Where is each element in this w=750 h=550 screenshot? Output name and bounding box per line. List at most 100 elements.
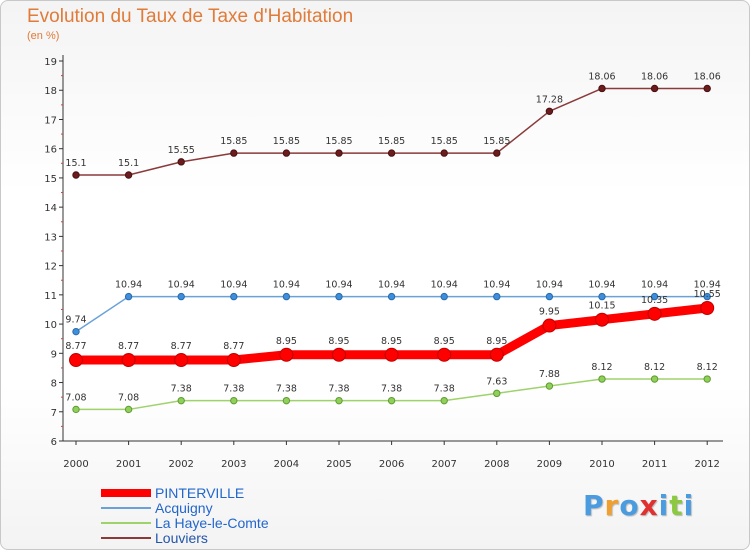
data-label: 7.08 — [65, 392, 86, 403]
y-tick-label: 16 — [44, 145, 57, 156]
logo-letter: t — [669, 489, 684, 522]
series-line — [76, 87, 708, 176]
data-label: 8.95 — [276, 336, 297, 347]
data-point — [440, 292, 448, 301]
x-tick-label: 2000 — [63, 459, 88, 470]
y-tick-label: 13 — [44, 232, 57, 243]
data-label: 8.12 — [591, 362, 612, 373]
legend-label: Louviers — [155, 530, 208, 546]
legend-item-louviers: Louviers — [101, 530, 208, 546]
data-point — [440, 396, 448, 405]
series-acquigny: 9.74 10.94 10.94 10.94 10.94 10.94 10.94 10.94 1… — [65, 280, 721, 336]
proxiti-logo: Proxiti — [583, 489, 694, 522]
data-point — [335, 396, 343, 405]
y-tick-label: 19 — [44, 57, 57, 68]
data-point — [230, 292, 238, 301]
data-point — [121, 353, 136, 368]
x-tick-label: 2007 — [431, 459, 456, 470]
data-label: 10.94 — [325, 280, 352, 291]
x-tick-label: 2003 — [221, 459, 246, 470]
data-point — [177, 292, 185, 301]
data-label: 18.06 — [588, 71, 615, 82]
x-tick-label: 2011 — [642, 459, 667, 470]
data-point — [124, 171, 133, 179]
legend-label: La Haye-le-Comte — [155, 515, 269, 531]
data-point — [650, 84, 659, 93]
data-label: 18.06 — [641, 71, 668, 82]
logo-letter: i — [683, 489, 695, 522]
data-point — [282, 292, 291, 301]
x-tick-label: 2009 — [537, 459, 562, 470]
data-label: 8.77 — [118, 341, 139, 352]
data-label: 15.85 — [220, 136, 247, 147]
data-point — [335, 149, 343, 157]
data-point — [703, 84, 711, 93]
data-point — [545, 107, 554, 115]
legend-label: PINTERVILLE — [155, 485, 244, 501]
data-point — [700, 301, 715, 315]
logo-letter: o — [619, 489, 640, 522]
x-tick-label: 2002 — [168, 459, 193, 470]
y-tick-label: 8 — [51, 379, 57, 390]
y-tick-label: 14 — [44, 203, 57, 214]
legend-label: Acquigny — [155, 500, 213, 516]
data-point — [703, 375, 711, 383]
data-label: 8.77 — [223, 341, 244, 352]
data-point — [177, 396, 185, 405]
data-label: 7.88 — [539, 369, 560, 380]
data-label: 10.15 — [588, 301, 615, 312]
data-label: 15.85 — [483, 136, 510, 147]
series-pinterville: 8.77 8.77 8.77 8.77 8.95 8.95 8.95 8.95 8.95 9.95… — [65, 289, 721, 368]
data-point — [598, 84, 606, 93]
data-label: 10.94 — [431, 280, 458, 291]
data-point — [72, 327, 80, 336]
data-point — [437, 347, 452, 362]
data-point — [440, 149, 448, 157]
data-point — [493, 149, 501, 157]
data-label: 8.95 — [328, 336, 349, 347]
x-tick-label: 2006 — [379, 459, 404, 470]
data-label: 7.63 — [486, 376, 507, 387]
logo-letter: r — [604, 489, 620, 522]
data-label: 10.94 — [483, 280, 510, 291]
data-label: 8.77 — [171, 341, 192, 352]
data-point — [72, 405, 80, 414]
y-tick-label: 18 — [44, 86, 57, 97]
data-point — [545, 292, 554, 301]
data-label: 15.85 — [378, 136, 405, 147]
data-point — [598, 292, 606, 301]
data-label: 7.38 — [434, 384, 455, 395]
legend-item-pinterville: PINTERVILLE — [101, 485, 244, 501]
data-label: 10.94 — [588, 280, 615, 291]
data-label: 7.38 — [328, 384, 349, 395]
data-point — [489, 347, 504, 362]
logo-letter: P — [583, 489, 605, 522]
x-tick-label: 2005 — [326, 459, 351, 470]
data-label: 8.12 — [697, 362, 718, 373]
data-label: 9.74 — [65, 315, 86, 326]
data-point — [545, 382, 554, 390]
data-label: 17.28 — [536, 94, 563, 105]
data-label: 15.55 — [168, 145, 195, 156]
data-point — [647, 306, 662, 321]
data-point — [226, 353, 241, 368]
data-point — [282, 396, 291, 405]
data-label: 8.12 — [644, 362, 665, 373]
data-point — [174, 353, 189, 368]
data-point — [335, 292, 343, 301]
data-point — [72, 171, 80, 179]
data-label: 10.94 — [378, 280, 405, 291]
data-point — [69, 353, 83, 368]
data-label: 10.35 — [641, 295, 668, 306]
y-tick-label: 10 — [44, 320, 57, 331]
data-point — [387, 396, 396, 405]
data-label: 10.94 — [168, 280, 195, 291]
y-tick-label: 9 — [51, 349, 57, 360]
data-label: 10.94 — [273, 280, 300, 291]
data-point — [387, 292, 396, 301]
data-point — [384, 347, 399, 362]
data-point — [279, 347, 294, 362]
data-point — [124, 292, 133, 301]
x-tick-label: 2008 — [484, 459, 509, 470]
